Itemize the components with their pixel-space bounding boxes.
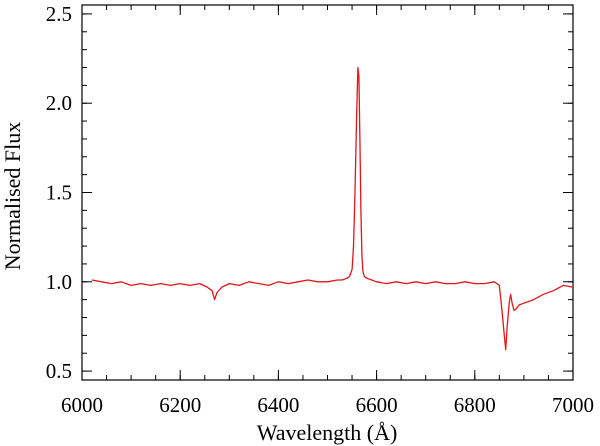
- y-tick-label: 1.5: [46, 181, 72, 205]
- x-tick-label: 7000: [552, 393, 594, 417]
- x-tick-label: 6800: [454, 393, 496, 417]
- y-tick-label: 1.0: [46, 270, 72, 294]
- y-tick-label: 2.5: [46, 2, 72, 26]
- x-tick-label: 6400: [257, 393, 299, 417]
- x-axis-ticks: 6000 6200 6400 6600 6800 7000: [61, 5, 594, 417]
- x-tick-label: 6000: [61, 393, 103, 417]
- y-tick-label: 0.5: [46, 359, 72, 383]
- spectrum-line: [91, 66, 574, 351]
- x-axis-title: Wavelength (Å): [257, 420, 398, 445]
- y-axis-ticks: 0.5 1.0 1.5 2.0 2.5: [46, 2, 573, 383]
- y-tick-label: 2.0: [46, 91, 72, 115]
- plot-frame: [81, 4, 574, 381]
- plot-border: [81, 4, 574, 381]
- x-tick-label: 6600: [356, 393, 398, 417]
- y-axis-title: Normalised Flux: [0, 122, 25, 271]
- series-layer: [91, 66, 574, 351]
- x-tick-label: 6200: [159, 393, 201, 417]
